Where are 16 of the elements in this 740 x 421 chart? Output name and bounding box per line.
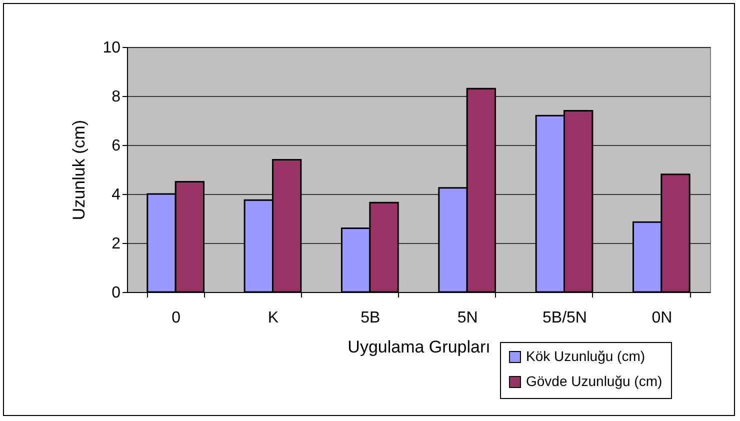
x-tick-label: 5B bbox=[360, 310, 380, 326]
x-tick-label: K bbox=[268, 310, 279, 326]
x-tick-label: 0N bbox=[652, 310, 672, 326]
y-tick-label: 8 bbox=[112, 88, 121, 106]
y-tick-label: 2 bbox=[112, 236, 121, 252]
y-tick-label: 4 bbox=[112, 186, 121, 204]
y-tick-label: 0 bbox=[112, 284, 121, 302]
y-tick-label: 10 bbox=[102, 40, 121, 56]
x-tick-label: 5B/5N bbox=[542, 310, 587, 326]
legend-label: Gövde Uzunluğu (cm) bbox=[526, 373, 662, 389]
x-tick-label: 5N bbox=[457, 310, 478, 326]
x-tick-label: 0 bbox=[172, 310, 181, 326]
x-axis-title: Uygulama Grupları bbox=[348, 338, 490, 356]
y-tick-label: 6 bbox=[112, 138, 121, 154]
y-axis-title: Uzunluk (cm) bbox=[70, 120, 89, 220]
legend-label: Kök Uzunluğu (cm) bbox=[526, 348, 646, 364]
